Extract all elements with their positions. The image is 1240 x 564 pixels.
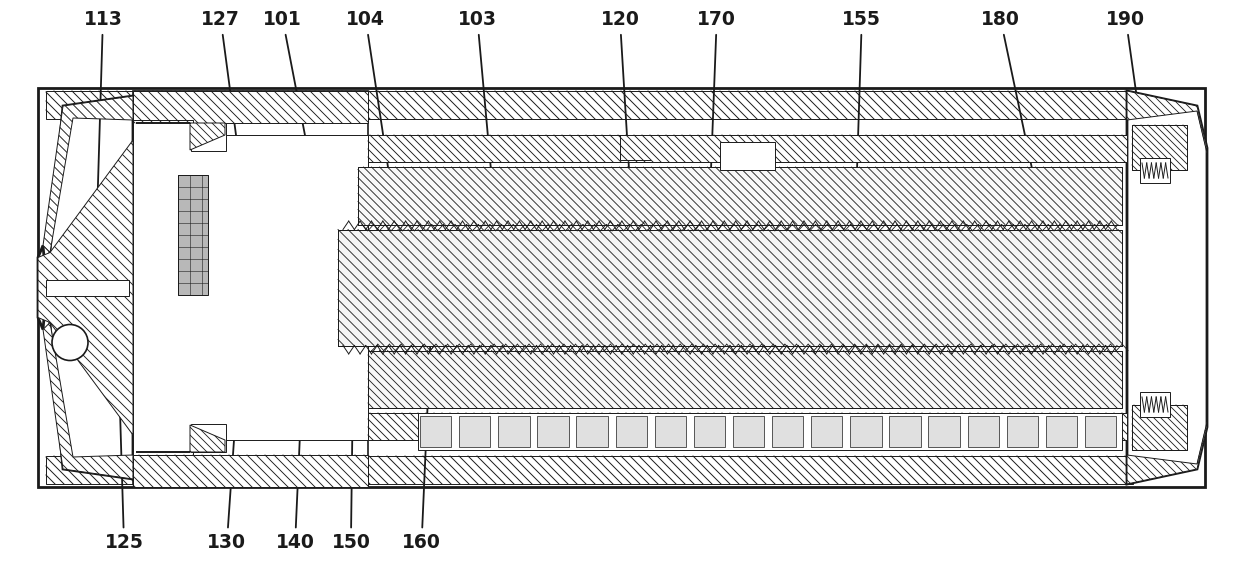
- Polygon shape: [136, 123, 224, 150]
- Bar: [459, 416, 490, 447]
- Text: 180: 180: [981, 10, 1042, 211]
- Bar: [693, 416, 725, 447]
- Bar: [133, 455, 368, 487]
- Text: 130: 130: [207, 330, 247, 552]
- Polygon shape: [136, 425, 224, 452]
- Text: 101: 101: [263, 10, 322, 223]
- Bar: [537, 416, 569, 447]
- Polygon shape: [38, 140, 133, 435]
- Bar: [133, 91, 368, 484]
- Bar: [773, 416, 804, 447]
- Polygon shape: [1127, 91, 1207, 153]
- Bar: [851, 416, 882, 447]
- Text: 140: 140: [275, 352, 315, 552]
- Bar: [733, 416, 764, 447]
- Circle shape: [52, 324, 88, 360]
- Polygon shape: [1127, 422, 1207, 484]
- Text: 125: 125: [104, 341, 144, 552]
- Bar: [967, 416, 999, 447]
- Text: 104: 104: [346, 10, 397, 223]
- Bar: [339, 230, 1122, 346]
- Bar: [368, 350, 1122, 408]
- Text: 120: 120: [600, 10, 640, 223]
- Text: 170: 170: [697, 10, 737, 211]
- Bar: [929, 416, 960, 447]
- Bar: [133, 91, 368, 123]
- Bar: [720, 142, 775, 170]
- Polygon shape: [1127, 91, 1207, 484]
- Polygon shape: [43, 96, 133, 253]
- Bar: [46, 280, 129, 296]
- Bar: [615, 416, 647, 447]
- Bar: [339, 230, 1122, 346]
- Bar: [368, 135, 1127, 162]
- Bar: [358, 167, 1122, 224]
- Bar: [811, 416, 842, 447]
- Bar: [358, 167, 1122, 224]
- Bar: [46, 456, 1133, 484]
- Bar: [368, 413, 1127, 440]
- Bar: [368, 350, 1122, 408]
- Polygon shape: [43, 323, 133, 479]
- Text: 150: 150: [331, 352, 371, 552]
- Bar: [1132, 125, 1187, 170]
- Bar: [1007, 416, 1038, 447]
- Bar: [38, 88, 1205, 487]
- Bar: [889, 416, 920, 447]
- Bar: [1140, 392, 1171, 417]
- Polygon shape: [133, 120, 368, 455]
- Bar: [1132, 405, 1187, 450]
- Bar: [418, 413, 1122, 450]
- Bar: [1045, 416, 1078, 447]
- Text: 103: 103: [458, 10, 497, 223]
- Bar: [1140, 158, 1171, 183]
- Bar: [1132, 125, 1187, 170]
- Bar: [655, 416, 686, 447]
- Bar: [1085, 416, 1116, 447]
- Bar: [498, 416, 529, 447]
- Bar: [420, 416, 451, 447]
- Text: 160: 160: [402, 319, 441, 552]
- Bar: [577, 416, 608, 447]
- Bar: [191, 424, 226, 452]
- Text: 127: 127: [201, 10, 244, 195]
- Bar: [46, 91, 1133, 119]
- Text: 155: 155: [842, 10, 882, 211]
- Bar: [1132, 405, 1187, 450]
- Bar: [179, 175, 208, 295]
- Bar: [191, 123, 226, 151]
- Text: 190: 190: [1106, 10, 1153, 211]
- Polygon shape: [38, 96, 133, 479]
- Text: 113: 113: [83, 10, 123, 223]
